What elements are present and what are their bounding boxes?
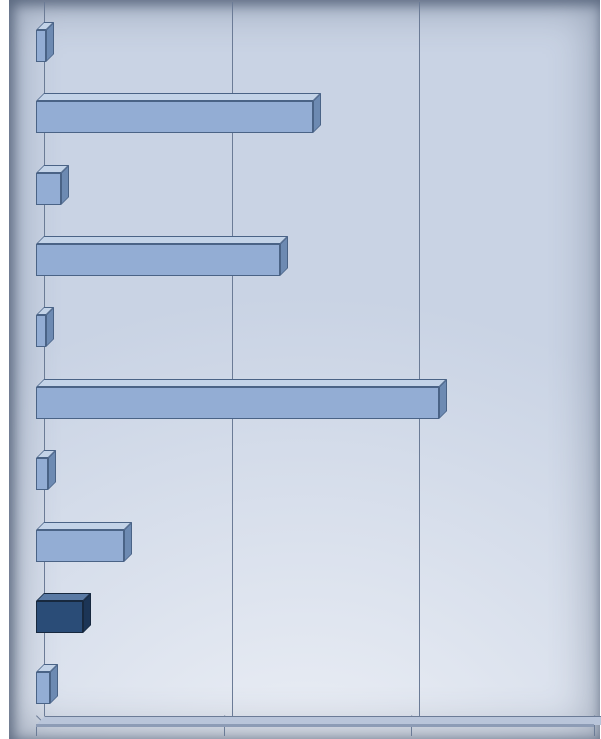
bar-front-face bbox=[36, 173, 61, 205]
horizontal-3d-bar-chart bbox=[0, 0, 601, 739]
axis-floor-front bbox=[36, 724, 594, 727]
bar-front-face bbox=[36, 387, 439, 419]
bar-front-face bbox=[36, 101, 313, 133]
bar-front-face bbox=[36, 530, 124, 562]
bar-top-face bbox=[36, 379, 447, 387]
bar-front-face bbox=[36, 244, 280, 276]
bar-top-face bbox=[36, 93, 321, 101]
gridline bbox=[419, 2, 420, 716]
gridline-tick bbox=[594, 724, 595, 736]
bar-side-face bbox=[61, 165, 69, 205]
bar-front-face bbox=[36, 30, 46, 62]
bar-front-face bbox=[36, 315, 46, 347]
bar-front-face bbox=[36, 458, 48, 490]
bar-front-face bbox=[36, 672, 50, 704]
bar-top-face bbox=[36, 236, 288, 244]
bar-front-face bbox=[36, 601, 83, 633]
bar-top-face bbox=[36, 522, 132, 530]
